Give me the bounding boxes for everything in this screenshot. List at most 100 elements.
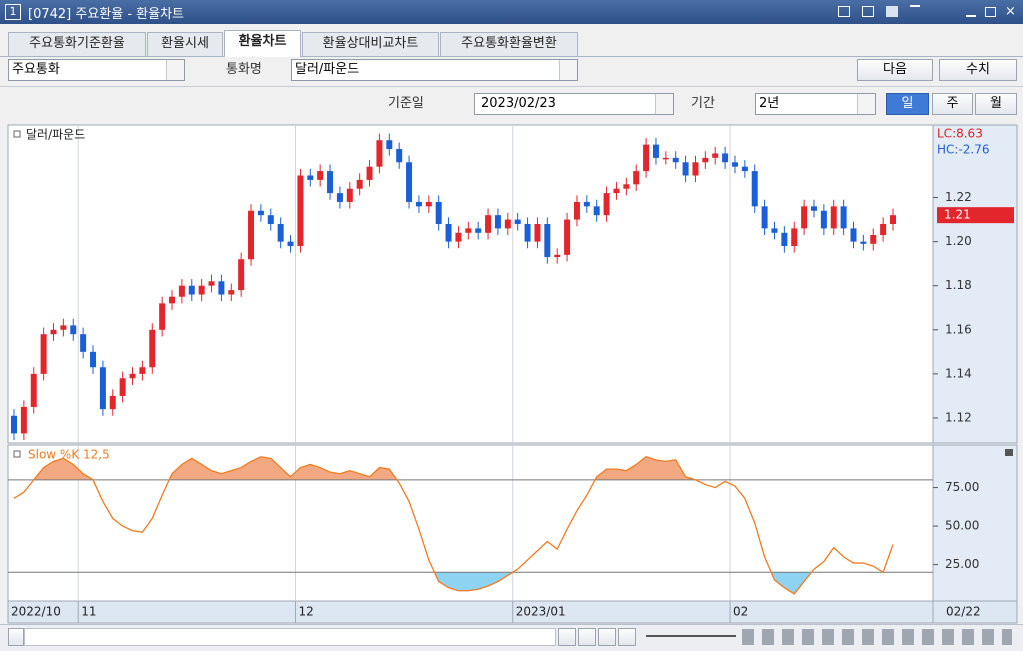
tab[interactable]: 주요통화환율변환 [440,32,578,56]
scroll-toolbar [0,624,1023,651]
candle-body [277,223,284,242]
candle-body [623,184,630,189]
candle-body [267,215,274,224]
x-tick-label: 02 [733,605,748,619]
candle-body [643,144,650,172]
candle-body [860,241,867,244]
candle-body [109,395,116,410]
overbought-fill [14,456,893,480]
candle-body [60,325,67,330]
icon[interactable] [886,6,898,17]
candle-body [880,223,887,236]
candle-body [346,188,353,202]
candle-body [840,206,847,229]
candle-body [445,223,452,242]
rewind-button[interactable] [578,628,596,646]
candle-body [465,228,472,233]
candle-body [722,153,729,163]
candle-body [564,219,571,255]
maximize[interactable] [985,7,996,17]
axis-area [932,124,1018,444]
scroll-track[interactable] [24,628,556,646]
candle-body [791,228,798,247]
close[interactable]: × [1005,4,1016,19]
oversold-fill [434,572,812,594]
y-tick-label: 75.00 [945,480,979,494]
tab[interactable]: 주요통화기준환율 [8,32,146,56]
candle-body [208,281,215,286]
candle-body [218,281,225,295]
lc-label: LC:8.63 [937,127,983,141]
candle-body [307,175,314,180]
period-button[interactable]: 주 [932,93,973,115]
candle-body [149,329,156,368]
candle-body [70,325,77,335]
x-tick-label: 11 [81,605,96,619]
candle-body [514,219,521,224]
legend-icon [13,450,21,458]
period-select[interactable]: 2년 [755,93,876,115]
tool-icons[interactable] [742,629,1012,645]
y-tick-label: 1.16 [945,322,972,336]
scroll-left[interactable] [8,628,24,646]
candle-body [356,179,363,189]
candle-body [248,210,255,260]
period-button[interactable]: 일 [886,93,929,115]
zoom-slider[interactable] [646,635,736,637]
candle-body [820,210,827,229]
candle-body [99,367,106,410]
candle-body [415,201,422,207]
divider [0,56,1023,57]
panel-title: Slow %K 12,5 [28,448,110,462]
y-tick-label: 1.18 [945,278,972,292]
candle-body [50,329,57,335]
candle-body [672,157,679,163]
base-date-label: 기준일 [388,96,424,111]
x-tick-label: 12 [298,605,313,619]
icon[interactable] [910,5,920,18]
y-tick-label: 50.00 [945,519,979,533]
minimize[interactable] [966,15,976,17]
scroll-right[interactable] [558,628,576,646]
candle-body [80,334,87,352]
stop-button[interactable] [598,628,616,646]
candle-body [287,241,294,247]
candle-body [890,215,896,224]
y-tick-label: 1.22 [945,190,972,204]
currency-group-select[interactable]: 주요통화 [8,59,185,81]
candle-body [544,223,551,258]
period-label: 기간 [691,96,715,111]
value-button[interactable]: 수치 [939,59,1017,81]
candle-body [396,149,403,163]
y-tick-label: 25.00 [945,557,979,571]
tab[interactable]: 환율상대비교차트 [302,32,439,56]
legend-icon [13,130,21,138]
candle-body [573,201,580,220]
candle-body [850,228,857,242]
candle-body [504,219,511,229]
y-tick-label: 1.14 [945,366,972,380]
candle-body [662,157,669,160]
candle-body [801,206,808,229]
candle-body [494,215,501,229]
candle-body [198,285,205,295]
tab[interactable]: 환율시세 [147,32,223,56]
candle-body [731,162,738,167]
next-button[interactable]: 다음 [857,59,933,81]
icon[interactable] [862,6,874,17]
y-tick-label: 1.12 [945,410,972,424]
candle-body [455,232,462,242]
forward-button[interactable] [618,628,636,646]
x-tick-label: 2022/10 [11,605,61,619]
period-button[interactable]: 월 [975,93,1017,115]
candle-body [475,228,482,233]
candle-body [554,254,561,258]
tab[interactable]: 환율차트 [224,30,301,57]
base-date-input[interactable]: 2023/02/23 [474,93,674,115]
currency-name-select[interactable]: 달러/파운드 [291,59,578,81]
candle-body [485,215,492,233]
candle-body [682,162,689,176]
icon[interactable] [838,6,850,17]
candle-body [603,193,610,216]
